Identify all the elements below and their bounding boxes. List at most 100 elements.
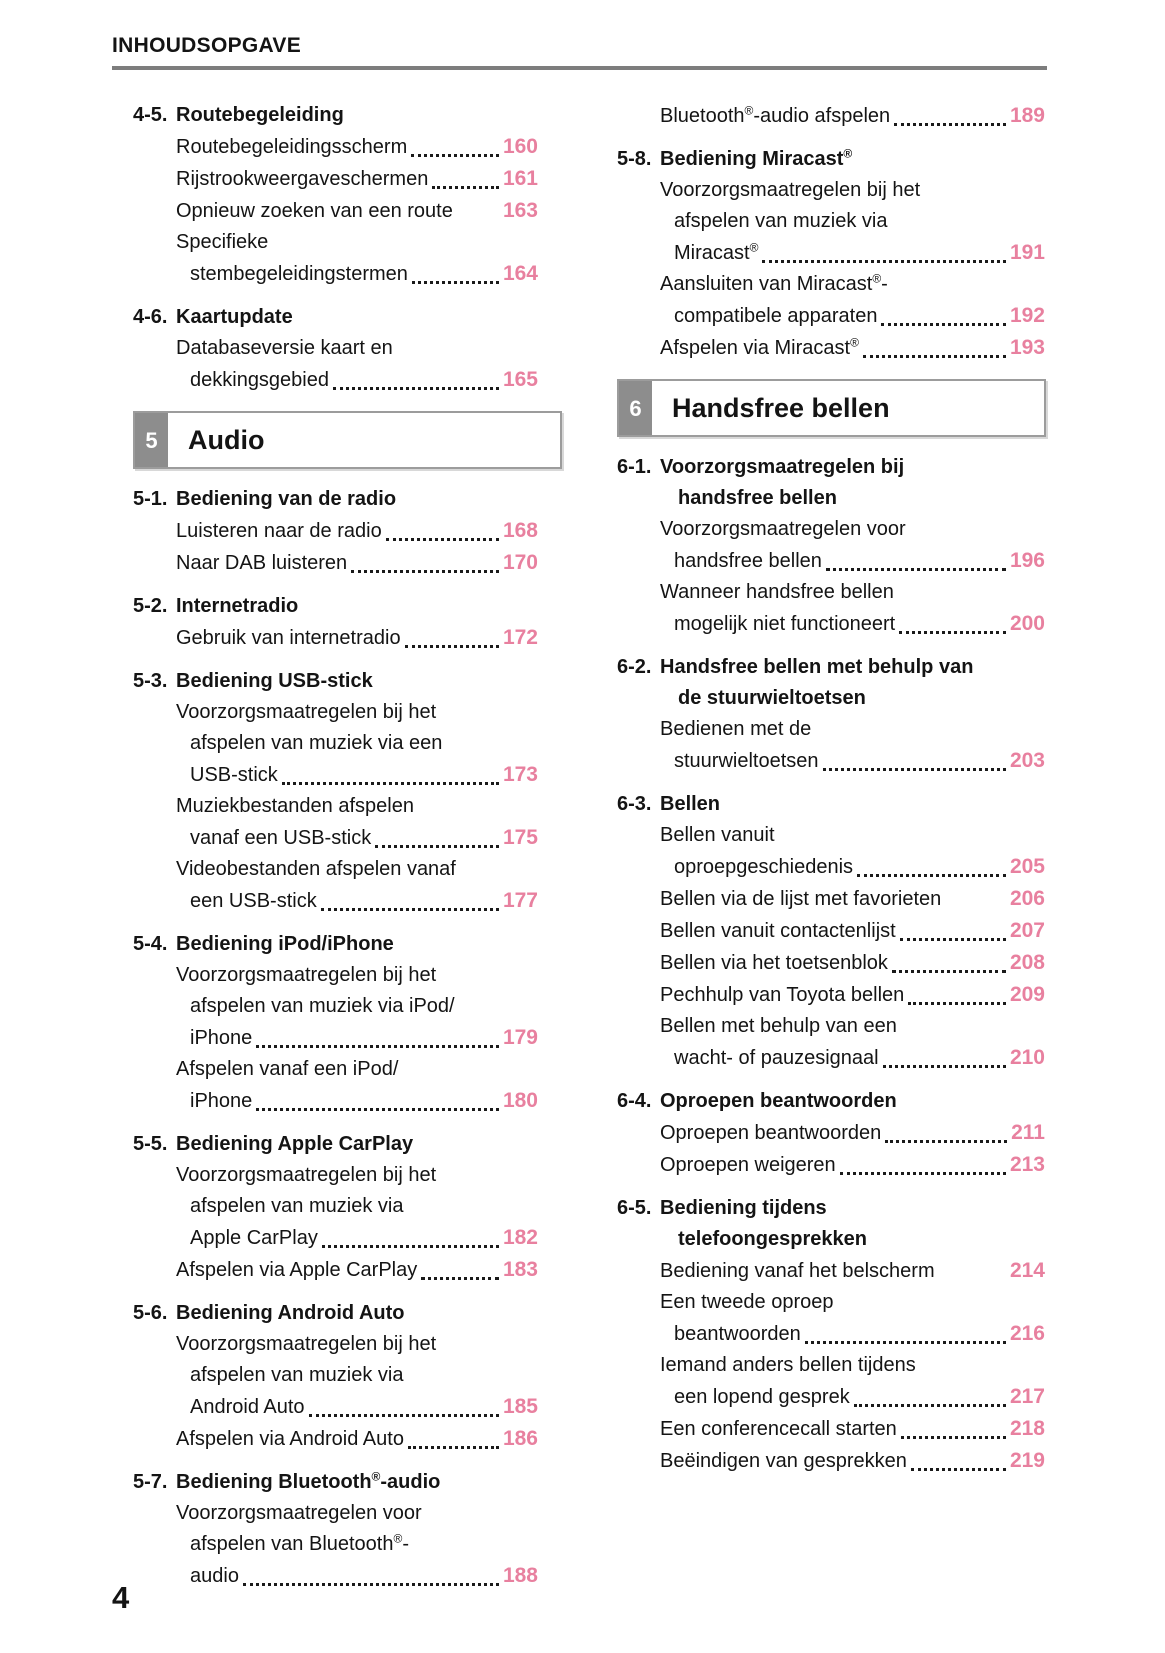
section-heading: 6-3. Bellen	[617, 789, 1045, 820]
toc-entry-text: Afspelen via Miracast®	[660, 335, 859, 359]
dot-leader	[899, 631, 1006, 634]
toc-entry: Een tweede oproep beantwoorden 216	[617, 1287, 1045, 1350]
section-heading: 5-3. Bediening USB-stick	[133, 666, 538, 697]
dot-leader	[853, 1404, 1006, 1407]
toc-entry-text: een USB-stick	[190, 890, 317, 912]
toc-entry-line: Videobestanden afspelen vanaf	[176, 854, 538, 885]
toc-entry: Iemand anders bellen tijdens een lopend g…	[617, 1350, 1045, 1413]
chapter-box: 6 Handsfree bellen	[617, 379, 1046, 437]
toc-entry-line: afspelen van muziek via iPod/	[176, 991, 538, 1022]
toc-entry-line: audio 188	[176, 1560, 538, 1592]
section-title: Bediening USB-stick	[176, 666, 538, 697]
toc-entry-line: een lopend gesprek 217	[660, 1381, 1045, 1413]
toc-entry-line: iPhone 179	[176, 1022, 538, 1054]
section-heading: 4-5. Routebegeleiding	[133, 100, 538, 131]
section-title: Bediening Miracast®	[660, 144, 1045, 175]
toc-entry-line: iPhone 180	[176, 1085, 538, 1117]
section-number: 5-3.	[133, 670, 168, 692]
section-number: 5-5.	[133, 1133, 168, 1155]
dot-leader	[256, 1108, 499, 1111]
section-title-line: Bediening Android Auto	[176, 1302, 405, 1324]
toc-title: INHOUDSOPGAVE	[112, 34, 302, 57]
section-heading: 5-1. Bediening van de radio	[133, 484, 538, 515]
page-ref: 165	[502, 368, 538, 391]
toc-entry-line: Voorzorgsmaatregelen bij het	[176, 1329, 538, 1360]
toc-entry-line: Iemand anders bellen tijdens	[660, 1350, 1045, 1381]
dot-leader	[908, 1002, 1006, 1005]
toc-entry-text: mogelijk niet functioneert	[674, 613, 896, 635]
dot-leader	[432, 186, 499, 189]
section-number: 6-5.	[617, 1197, 652, 1219]
section-title: Bediening iPod/iPhone	[176, 929, 538, 960]
section-title: Voorzorgsmaatregelen bij handsfree bellen	[660, 452, 1045, 514]
toc-entry-text: dekkingsgebied	[190, 369, 329, 391]
page-ref: 217	[1009, 1385, 1045, 1408]
toc-entry-line: Naar DAB luisteren 170	[176, 547, 538, 579]
page-ref: 179	[502, 1026, 538, 1049]
toc-entry: Rijstrookweergaveschermen 161	[133, 163, 538, 195]
toc-entry-line: Bediening vanaf het belscherm 214	[660, 1255, 1045, 1287]
section-title-line: Bediening tijdens	[660, 1197, 827, 1219]
toc-entry-line: wacht- of pauzesignaal 210	[660, 1042, 1045, 1074]
toc-entry-line: Voorzorgsmaatregelen voor	[176, 1498, 538, 1529]
section-heading: 6-1. Voorzorgsmaatregelen bij handsfree b…	[617, 452, 1045, 514]
dot-leader	[891, 970, 1006, 973]
page-ref: 160	[502, 135, 538, 158]
toc-entry-text: Luisteren naar de radio	[176, 520, 382, 542]
section-number: 6-3.	[617, 793, 652, 815]
dot-leader	[804, 1341, 1006, 1344]
toc-entry-text: Een tweede oproep	[660, 1291, 834, 1313]
toc-entry-line: Voorzorgsmaatregelen bij het	[176, 960, 538, 991]
page-ref: 210	[1009, 1046, 1045, 1069]
page-ref: 208	[1009, 951, 1045, 974]
toc-entry: Beëindigen van gesprekken 219	[617, 1445, 1045, 1477]
toc-entry-text: Oproepen weigeren	[660, 1154, 836, 1176]
toc-entry-text: Voorzorgsmaatregelen voor	[660, 518, 906, 540]
toc-entry-line: vanaf een USB-stick 175	[176, 822, 538, 854]
page-ref: 205	[1009, 855, 1045, 878]
toc-entry-line: afspelen van muziek via	[660, 206, 1045, 237]
dot-leader	[762, 260, 1006, 263]
section-number: 5-4.	[133, 933, 168, 955]
toc-entry-text: Specifieke	[176, 231, 269, 253]
section-title-line: Bediening iPod/iPhone	[176, 933, 394, 955]
section-title-line: Bellen	[660, 793, 721, 815]
toc-entry-text: Voorzorgsmaatregelen bij het	[176, 964, 437, 986]
dot-leader	[421, 1277, 499, 1280]
toc-entry: Luisteren naar de radio 168	[133, 515, 538, 547]
dot-leader	[900, 1436, 1006, 1439]
dot-leader	[839, 1172, 1006, 1175]
section-title-line: Handsfree bellen met behulp van	[660, 656, 974, 678]
toc-entry-text: audio	[190, 1565, 239, 1587]
toc-entry-text: beantwoorden	[674, 1323, 801, 1345]
chapter-number: 5	[135, 413, 168, 467]
section-heading: 4-6. Kaartupdate	[133, 302, 538, 333]
page-ref: 188	[502, 1564, 538, 1587]
toc-entry: Wanneer handsfree bellen mogelijk niet fu…	[617, 577, 1045, 640]
section-number: 6-1.	[617, 456, 652, 478]
toc-entry: Afspelen vanaf een iPod/iPhone 180	[133, 1054, 538, 1117]
toc-entry-text: Bellen vanuit	[660, 824, 775, 846]
dot-leader	[885, 1140, 1008, 1143]
section-title-line: Bediening Bluetooth®-audio	[176, 1469, 441, 1493]
page-ref: 163	[502, 199, 538, 222]
toc-entry-line: stuurwieltoetsen 203	[660, 745, 1045, 777]
toc-entry-line: Rijstrookweergaveschermen 161	[176, 163, 538, 195]
toc-entry: Bellen via het toetsenblok 208	[617, 947, 1045, 979]
toc-entry-line: Een tweede oproep	[660, 1287, 1045, 1318]
toc-entry-line: Bellen vanuit	[660, 820, 1045, 851]
toc-entry-text: Rijstrookweergaveschermen	[176, 168, 429, 190]
toc-entry-text: iPhone	[190, 1027, 253, 1049]
dot-leader	[881, 323, 1006, 326]
dot-leader	[411, 281, 499, 284]
section-title: Bediening tijdens telefoongesprekken	[660, 1193, 1045, 1255]
toc-entry: Gebruik van internetradio 172	[133, 622, 538, 654]
toc-entry-text: Wanneer handsfree bellen	[660, 581, 894, 603]
toc-entry: Afspelen via Apple CarPlay 183	[133, 1254, 538, 1286]
section-heading: 5-6. Bediening Android Auto	[133, 1298, 538, 1329]
toc-entry-line: Gebruik van internetradio 172	[176, 622, 538, 654]
page-ref: 213	[1009, 1153, 1045, 1176]
toc-entry-text: compatibele apparaten	[674, 305, 878, 327]
toc-entry-line: Bellen via de lijst met favorieten 206	[660, 883, 1045, 915]
